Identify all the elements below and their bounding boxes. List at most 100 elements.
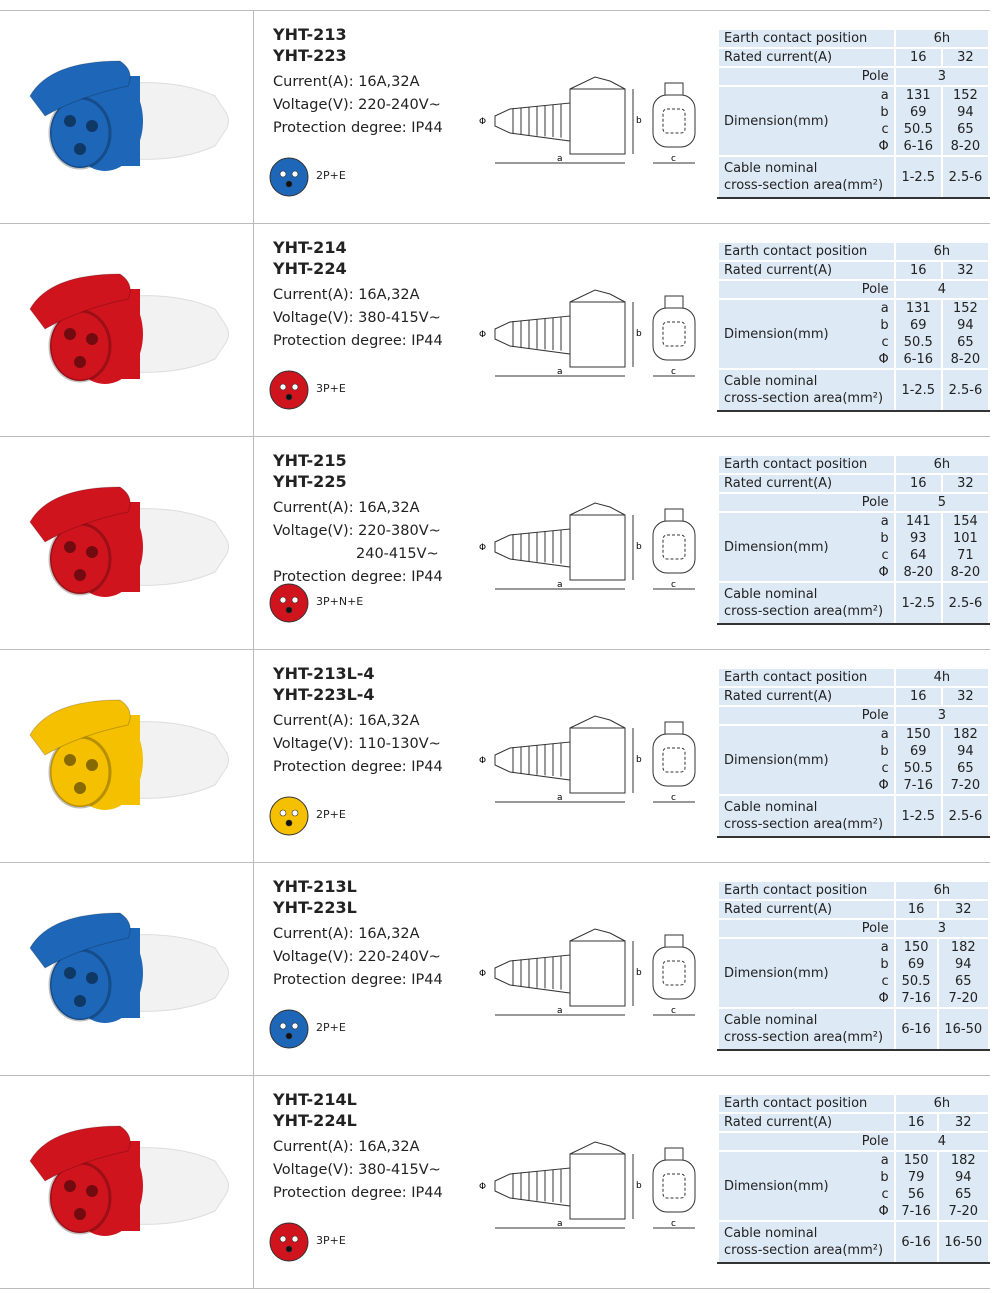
table-row: c 50.5 65 — [718, 973, 991, 990]
label-b: b — [636, 116, 642, 126]
cell-value: 65 — [940, 334, 991, 351]
label-phi: Φ — [479, 117, 486, 127]
cell-value: 154 — [940, 512, 991, 530]
spec-line: Protection degree: IP44 — [273, 1185, 443, 1201]
table-row: c 56 65 — [718, 1186, 991, 1203]
cell-value: 16 — [893, 899, 939, 920]
cell-value: 32 — [940, 260, 991, 281]
pin-icon — [269, 583, 309, 623]
socket-hole — [86, 120, 98, 132]
cell-label: Cable nominal cross-section area(mm²) — [717, 368, 896, 412]
cell-value: 69 — [893, 104, 943, 121]
dim-letter: b — [867, 104, 896, 121]
label-b: b — [636, 755, 642, 765]
cell-label: Pole — [717, 66, 896, 87]
technical-drawing: a b Φc — [479, 928, 696, 1016]
table-row: Pole 3 — [717, 918, 991, 939]
socket-hole — [86, 972, 98, 984]
socket-hole — [64, 328, 76, 340]
cell-value: 16 — [893, 1112, 939, 1133]
cell-value: 150 — [893, 1151, 939, 1169]
dim-letter: a — [867, 938, 896, 956]
spec-line: Protection degree: IP44 — [273, 759, 443, 775]
spec-line: Voltage(V): 380-415V~ — [273, 310, 441, 326]
cable-label-line: cross-section area(mm²) — [724, 817, 884, 832]
socket-hole — [74, 782, 86, 794]
face-inner — [662, 1173, 686, 1199]
table-row: Pole 5 — [717, 492, 991, 513]
cell-label: Dimension(mm) — [716, 937, 868, 1009]
table-row: b 69 94 — [718, 956, 991, 973]
table-row: c 50.5 65 — [718, 334, 991, 351]
cell-value: 32 — [940, 47, 991, 68]
divider — [253, 1076, 254, 1289]
housing-rear — [105, 289, 140, 379]
product-row: YHT-213L-4 YHT-223L-4 Current(A): 16A,32A V… — [0, 649, 991, 863]
face-outline — [652, 307, 696, 361]
spec-table: Earth contact position 6h Rated current(A)… — [716, 454, 991, 625]
divider — [253, 224, 254, 437]
dim-letter: c — [867, 760, 896, 777]
lid-outline — [569, 289, 626, 303]
table-row: Φ 6-16 8-20 — [718, 351, 991, 369]
spec-table: Earth contact position 6h Rated current(A)… — [716, 1093, 991, 1264]
cell-label: Rated current(A) — [717, 1112, 896, 1133]
label-a: a — [557, 154, 563, 164]
dim-letter: a — [867, 86, 896, 104]
dim-letter: Φ — [867, 564, 896, 582]
product-row: YHT-214L YHT-224L Current(A): 16A,32A Volta… — [0, 1075, 991, 1289]
table-row: Earth contact position 6h — [717, 454, 991, 475]
pin-label: 3P+E — [316, 1234, 346, 1247]
model-name: YHT-223L — [273, 898, 357, 917]
cell-label: Rated current(A) — [717, 473, 896, 494]
spec-line: Current(A): 16A,32A — [273, 74, 420, 90]
cell-value: 8-20 — [940, 138, 991, 156]
pin-disc — [269, 796, 309, 836]
cell-label: Earth contact position — [717, 880, 896, 901]
pin-hole — [291, 1235, 299, 1243]
cell-value: 152 — [940, 86, 991, 104]
spec-list: Current(A): 16A,32A Voltage(V): 380-415V~… — [273, 284, 443, 353]
pin-label: 2P+E — [316, 808, 346, 821]
housing-rear — [105, 502, 140, 592]
cell-value: 101 — [940, 530, 991, 547]
cell-value: 64 — [893, 547, 943, 564]
cell-label: Dimension(mm) — [716, 85, 868, 157]
housing-rear — [105, 76, 140, 166]
housing-outline — [569, 727, 626, 794]
pin-label: 2P+E — [316, 169, 346, 182]
dim-letter: b — [867, 743, 896, 760]
table-row: Pole 3 — [717, 705, 991, 726]
cell-value: 16-50 — [936, 1220, 991, 1264]
table-row: Dimension(mm) a 141 154 — [716, 511, 991, 583]
cable-label-line: Cable nominal — [724, 800, 818, 815]
lid-outline — [569, 1141, 626, 1155]
face-top — [664, 82, 684, 95]
cell-value: 16 — [893, 473, 943, 494]
label-phi: Φ — [479, 543, 486, 553]
cell-label: Earth contact position — [717, 1093, 896, 1114]
bottom-rule — [0, 1288, 990, 1289]
cell-value: 182 — [940, 725, 991, 743]
table-row: Earth contact position 6h — [717, 880, 991, 901]
cell-value: 4 — [893, 279, 991, 300]
cell-value: 4 — [893, 1131, 991, 1152]
cell-value: 8-20 — [940, 351, 991, 369]
label-a: a — [557, 1006, 563, 1016]
label-phi: Φ — [479, 1182, 486, 1192]
lid — [29, 699, 131, 756]
face-outline — [652, 1159, 696, 1213]
spec-line: Protection degree: IP44 — [273, 333, 443, 349]
dim-letter: Φ — [867, 990, 896, 1008]
table-row: Rated current(A) 16 32 — [717, 899, 991, 920]
spec-line: Protection degree: IP44 — [273, 972, 443, 988]
face-inner — [662, 321, 686, 347]
table-row: Dimension(mm) a 131 152 — [716, 298, 991, 370]
product-image — [29, 273, 229, 384]
housing-outline — [569, 940, 626, 1007]
table-row: b 79 94 — [718, 1169, 991, 1186]
model-names: YHT-213L YHT-223L — [273, 876, 357, 918]
spec-line: Voltage(V): 220-240V~ — [273, 97, 441, 113]
table-row: b 69 94 — [718, 317, 991, 334]
spec-list: Current(A): 16A,32A Voltage(V): 380-415V~… — [273, 1136, 443, 1205]
